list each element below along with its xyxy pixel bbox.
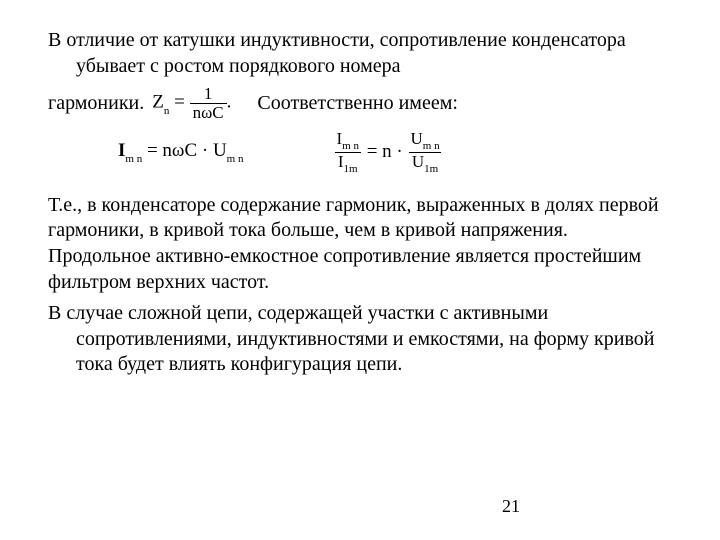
zn-den: nωC [190, 103, 227, 122]
zn-num: 1 [201, 85, 216, 103]
paragraph-intro: В отличие от катушки индуктивности, сопр… [48, 28, 672, 79]
paragraph-complex-circuit: В случае сложной цепи, содержащей участк… [48, 301, 672, 378]
line-harmonic: гармоники. Zn = 1 nωC . Соответственно и… [48, 85, 672, 122]
zn-dot: . [227, 92, 232, 113]
zn-lhs: Z [152, 92, 164, 113]
paragraph-explanation: Т.е., в конденсаторе содержание гармоник… [48, 193, 672, 295]
imn-lhs-sub: m n [125, 153, 142, 165]
ratio-right-frac: Um n U1m [408, 130, 443, 175]
ratio-num: Im n [333, 130, 361, 152]
imn-eq: = nωC · U [147, 140, 227, 161]
formula-imn: Im n = nωC · Um n [118, 139, 243, 165]
text-harmonic-pre: гармоники. [48, 91, 144, 117]
ratio-den2: U1m [409, 152, 441, 175]
formula-ratio: Im n I1m = n · Um n U1m [333, 130, 442, 175]
zn-fraction: 1 nωC [190, 85, 227, 122]
imn-rhs-sub: m n [227, 153, 244, 165]
equals-sign: = [174, 92, 185, 113]
formula-zn: Zn = 1 nωC . [152, 85, 231, 122]
ratio-left-frac: Im n I1m [333, 130, 361, 175]
ratio-num2: Um n [408, 130, 443, 152]
zn-lhs-sub: n [164, 105, 170, 117]
text-harmonic-post: Соответственно имеем: [257, 91, 458, 117]
slide: В отличие от катушки индуктивности, сопр… [0, 0, 720, 540]
ratio-den: I1m [335, 152, 361, 175]
page-number: 21 [502, 495, 520, 518]
formula-row: Im n = nωC · Um n Im n I1m = n · Um n U1… [118, 130, 672, 175]
ratio-mid: = n · [367, 141, 403, 162]
